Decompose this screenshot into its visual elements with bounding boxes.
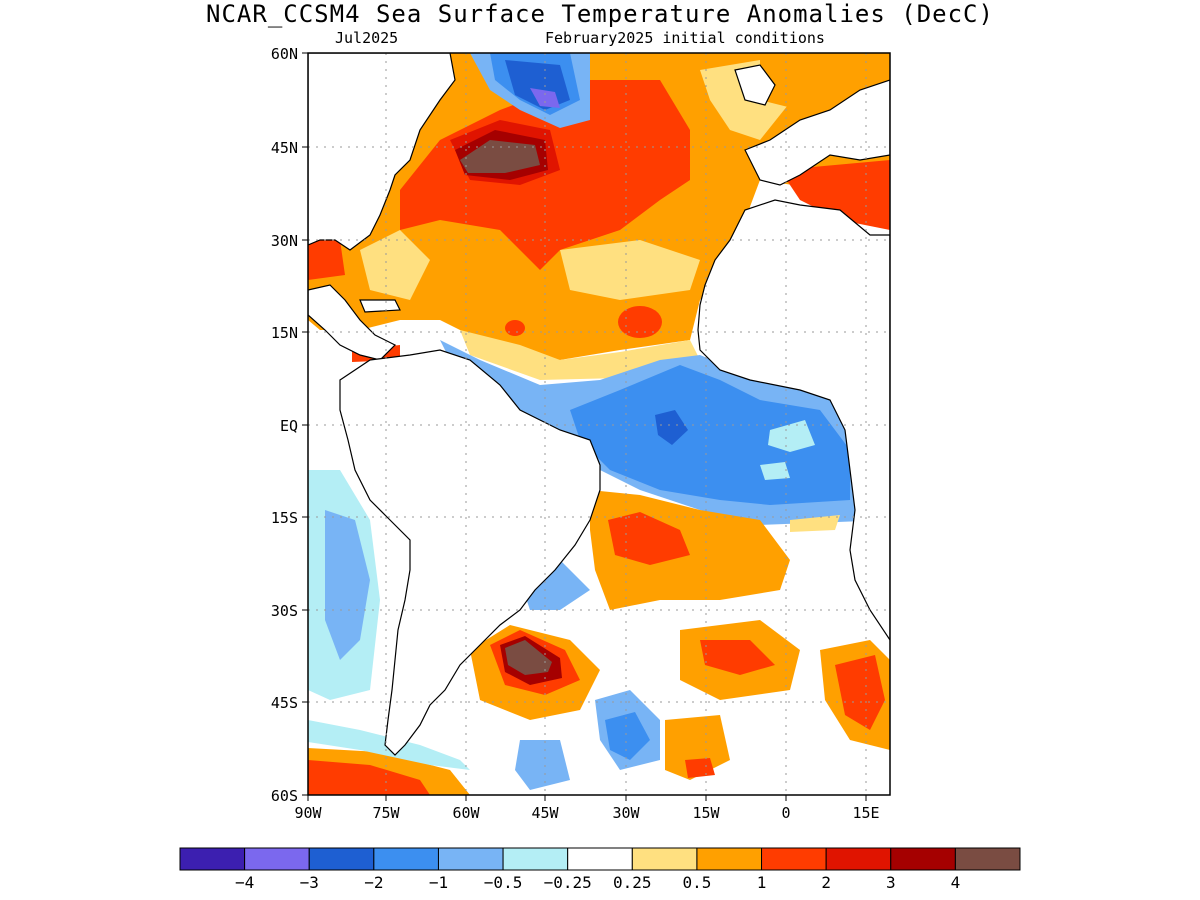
colorbar-swatch <box>696 847 763 871</box>
colorbar-label: −1 <box>429 873 448 892</box>
colorbar-label: −4 <box>235 873 254 892</box>
lon-label: 45W <box>531 804 559 822</box>
colorbar-label: 0.25 <box>613 873 652 892</box>
colorbar-swatch <box>437 847 504 871</box>
lat-label: 60S <box>271 787 298 805</box>
colorbar-swatch <box>761 847 827 871</box>
lat-label: 45N <box>271 139 298 157</box>
lon-label: 30W <box>612 804 640 822</box>
map-title: NCAR_CCSM4 Sea Surface Temperature Anoma… <box>206 0 994 28</box>
colorbar-swatch <box>502 847 569 871</box>
colorbar-swatch <box>954 847 1021 871</box>
colorbar-label: −3 <box>300 873 319 892</box>
colorbar-label: 4 <box>951 873 961 892</box>
lat-label: EQ <box>280 417 298 435</box>
colorbar-label: −2 <box>364 873 383 892</box>
map-frame <box>307 52 891 796</box>
lat-label: 15S <box>271 509 298 527</box>
lon-label: 15W <box>692 804 720 822</box>
colorbar-swatch <box>244 847 310 871</box>
land-europe <box>744 79 890 186</box>
colorbar-swatch <box>890 847 956 871</box>
graticule <box>308 53 890 795</box>
anomaly-field <box>308 53 890 795</box>
colorbar-label: 0.5 <box>682 873 711 892</box>
colorbar-label: −0.5 <box>484 873 523 892</box>
lon-label: 0 <box>781 804 790 822</box>
lat-label: 30N <box>271 232 298 250</box>
lon-label: 90W <box>294 804 322 822</box>
land-africa <box>697 199 890 642</box>
lat-label: 15N <box>271 324 298 342</box>
land-south-america <box>339 349 601 756</box>
colorbar-swatch <box>373 847 439 871</box>
forecast-month: Jul2025 <box>335 29 399 47</box>
lat-label: 45S <box>271 694 298 712</box>
colorbar-label: 2 <box>821 873 831 892</box>
colorbar-label: 1 <box>757 873 767 892</box>
extreme-anomaly-nw-atlantic <box>460 140 540 173</box>
colorbar-swatch <box>825 847 892 871</box>
colorbar-swatch <box>631 847 698 871</box>
colorbar-label: −0.25 <box>544 873 592 892</box>
colorbar-swatch <box>179 847 246 871</box>
lon-label: 15E <box>852 804 879 822</box>
lon-label: 60W <box>452 804 480 822</box>
lat-label: 60N <box>271 45 298 63</box>
colorbar-label: 3 <box>886 873 896 892</box>
lat-label: 30S <box>271 602 298 620</box>
colorbar-swatch <box>567 847 633 871</box>
lon-label: 75W <box>372 804 400 822</box>
colorbar-swatch <box>308 847 375 871</box>
colorbar: −4 −3 −2 −1 −0.5 −0.25 0.25 0.5 1 2 3 4 <box>179 847 1021 892</box>
initial-conditions: February2025 initial conditions <box>545 29 825 47</box>
